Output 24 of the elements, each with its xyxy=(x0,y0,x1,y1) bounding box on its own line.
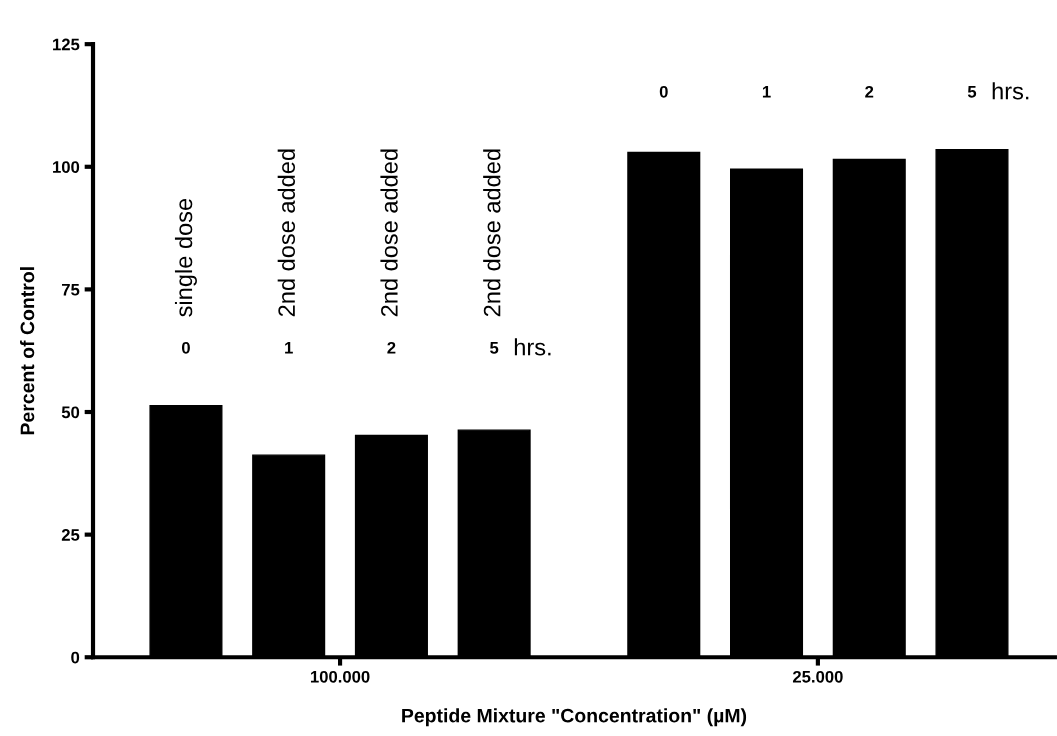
annotation: 0 xyxy=(181,341,190,354)
annotation: 2nd dose added xyxy=(277,149,296,317)
annotation: 5 xyxy=(967,86,977,98)
y-axis-title: Percent of Control xyxy=(20,267,35,435)
annotation: 2nd dose added xyxy=(380,149,398,317)
annotation: 5 xyxy=(490,342,499,354)
annotation: 2nd dose added xyxy=(483,149,501,317)
annotation: 2 xyxy=(387,341,396,354)
y-tick-label: 50 xyxy=(61,406,80,419)
annotation: hrs. xyxy=(514,338,551,356)
annotation: 1 xyxy=(762,86,771,98)
y-tick-label: 75 xyxy=(62,283,80,296)
annotation: hrs. xyxy=(992,82,1029,100)
y-tick-label: 0 xyxy=(71,651,80,664)
x-tick-label: 100.000 xyxy=(310,670,370,683)
annotation: 0 xyxy=(659,85,668,98)
annotation: 1 xyxy=(285,342,293,354)
annotation: 2 xyxy=(865,85,874,98)
y-tick-label: 100 xyxy=(53,161,80,173)
x-tick-label: 25.000 xyxy=(792,670,843,683)
y-tick-label: 125 xyxy=(53,38,80,51)
x-axis-title: Peptide Mixture "Concentration" (µM) xyxy=(402,708,747,727)
y-tick-label: 25 xyxy=(61,529,80,541)
annotation: single dose xyxy=(174,198,197,317)
